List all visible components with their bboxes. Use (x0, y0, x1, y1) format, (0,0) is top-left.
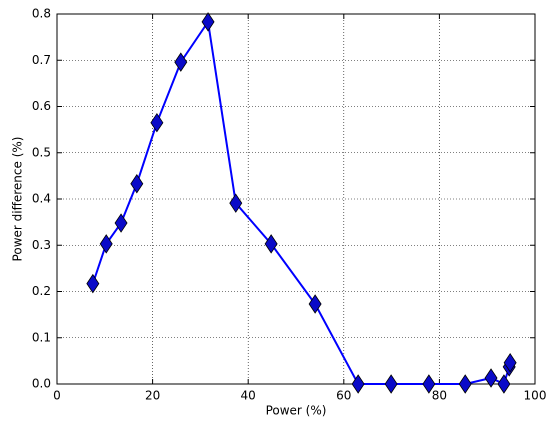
y-tick-label: 0.1 (32, 330, 51, 344)
y-tick-label: 0.5 (32, 145, 51, 159)
y-tick-label: 0.6 (32, 99, 51, 113)
data-point (351, 374, 365, 394)
y-tick-label: 0.8 (32, 7, 51, 21)
data-point (99, 234, 113, 254)
y-tick-label: 0.3 (32, 238, 51, 252)
data-point (458, 374, 472, 394)
plot-area (57, 14, 535, 384)
data-point (114, 213, 128, 233)
y-axis-label: Power difference (%) (11, 137, 25, 262)
x-tick-label: 80 (432, 389, 447, 403)
y-tick-label: 0.7 (32, 53, 51, 67)
data-point (201, 12, 215, 32)
x-tick-label: 0 (53, 389, 61, 403)
y-tick-label: 0.2 (32, 284, 51, 298)
data-point (150, 112, 164, 133)
x-tick-label: 20 (145, 389, 160, 403)
data-point (384, 374, 398, 394)
x-tick-label: 100 (524, 389, 547, 403)
data-point (422, 374, 436, 394)
data-point (308, 294, 322, 314)
x-tick-label: 60 (336, 389, 351, 403)
x-axis-label: Power (%) (266, 404, 327, 418)
y-tick-label: 0.0 (32, 377, 51, 391)
plot-frame (56, 13, 536, 385)
data-point (484, 368, 498, 388)
data-point (264, 234, 278, 254)
data-point (86, 273, 100, 294)
x-tick-label: 40 (241, 389, 256, 403)
data-point (174, 52, 188, 72)
data-point (503, 353, 517, 373)
y-tick-label: 0.4 (32, 192, 51, 206)
data-point (229, 193, 243, 213)
data-point (130, 174, 144, 194)
data-point (497, 374, 511, 394)
